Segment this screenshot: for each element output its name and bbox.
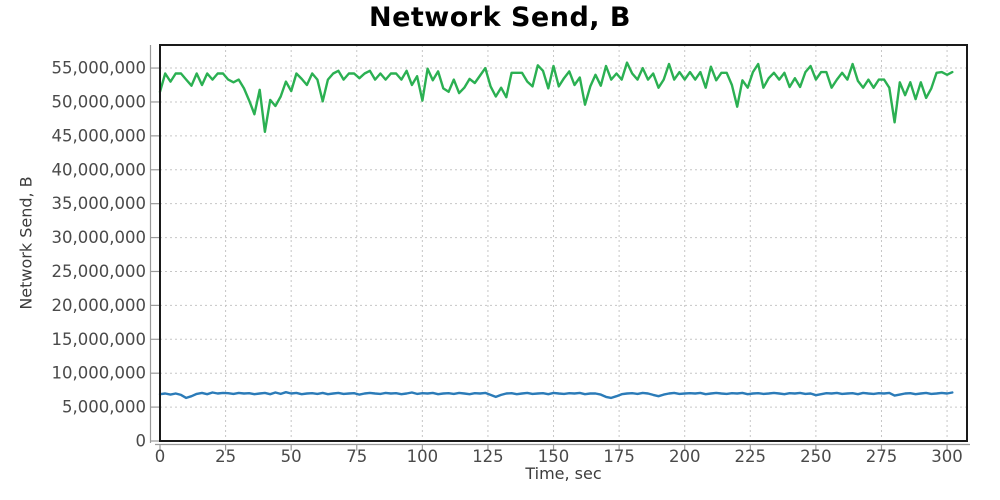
y-tick-label: 45,000,000	[52, 126, 146, 145]
series-line-series-low-blue	[158, 391, 954, 400]
y-tick-label: 55,000,000	[52, 59, 146, 78]
x-tick-label: 125	[472, 447, 504, 466]
y-tick-label: 5,000,000	[62, 398, 146, 417]
y-tick-label: 20,000,000	[52, 296, 146, 315]
x-tick-label: 25	[215, 447, 236, 466]
x-axis-title: Time, sec	[525, 464, 602, 483]
y-axis-title: Network Send, B	[16, 176, 36, 310]
y-tick-label: 40,000,000	[52, 160, 146, 179]
y-tick-label: 30,000,000	[52, 228, 146, 247]
chart-title: Network Send, B	[368, 2, 632, 33]
y-tick-labels: 0 5,000,000 10,000,000 15,000,000 20,000,000…	[52, 59, 146, 451]
gridlines	[160, 45, 967, 441]
axes	[149, 45, 970, 451]
series-line-series-high-green	[158, 61, 954, 134]
x-tick-label: 275	[866, 447, 898, 466]
plot-border	[159, 44, 968, 442]
y-tick-label: 50,000,000	[52, 92, 146, 111]
x-tick-label: 0	[155, 447, 166, 466]
x-tick-label: 100	[407, 447, 439, 466]
x-tick-label: 150	[538, 447, 570, 466]
y-tick-label: 10,000,000	[52, 364, 146, 383]
y-tick-label: 15,000,000	[52, 330, 146, 349]
x-tick-label: 175	[603, 447, 635, 466]
y-tick-label: 25,000,000	[52, 262, 146, 281]
x-tick-label: 75	[346, 447, 367, 466]
x-tick-label: 225	[735, 447, 767, 466]
y-tick-label: 35,000,000	[52, 194, 146, 213]
x-tick-label: 200	[669, 447, 701, 466]
x-tick-label: 50	[281, 447, 302, 466]
x-tick-label: 300	[931, 447, 963, 466]
x-tick-label: 250	[800, 447, 832, 466]
y-tick-label: 0	[136, 432, 147, 451]
x-tick-labels: 0 25 50 75 100 125 150 175 200 225 250 275 300	[155, 447, 963, 466]
